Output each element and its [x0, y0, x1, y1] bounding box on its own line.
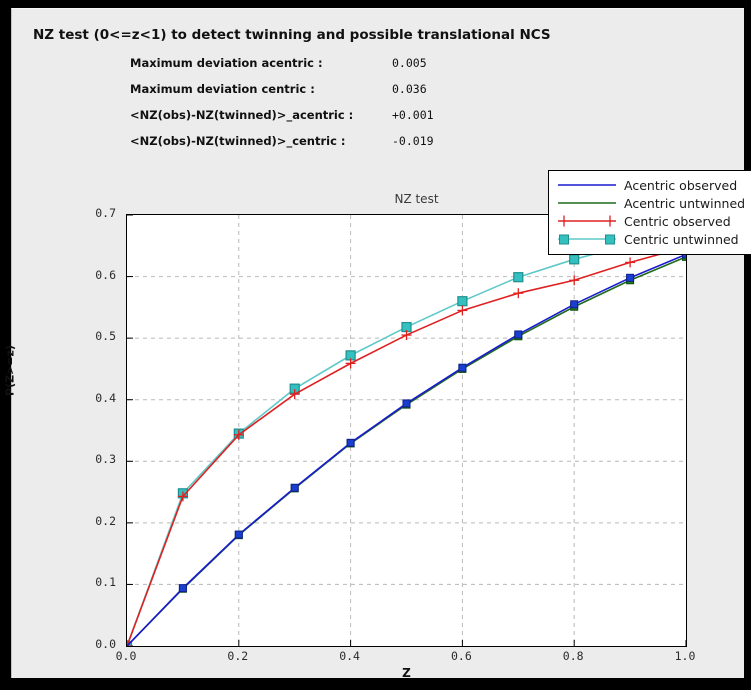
statistics-list: Maximum deviation acentric : 0.005 Maxim…	[130, 53, 530, 157]
stat-value: +0.001	[392, 108, 434, 122]
legend-label: Centric observed	[624, 213, 731, 229]
x-tick-label: 0.2	[227, 649, 249, 663]
y-tick-label: 0.5	[95, 329, 116, 344]
plot-area	[126, 214, 687, 647]
legend-label: Acentric untwinned	[624, 195, 746, 211]
stat-label: Maximum deviation acentric :	[130, 56, 323, 70]
x-tick-label: 0.8	[562, 649, 584, 663]
legend-item: Acentric observed	[556, 176, 745, 194]
stat-label: <NZ(obs)-NZ(twinned)>_centric :	[130, 134, 346, 148]
stat-value: 0.005	[392, 56, 427, 70]
stat-label: <NZ(obs)-NZ(twinned)>_acentric :	[130, 108, 354, 122]
x-axis-label: Z	[402, 666, 411, 680]
y-tick-label: 0.3	[95, 452, 116, 467]
page-title: NZ test (0<=z<1) to detect twinning and …	[33, 27, 551, 43]
legend-swatch-centric-observed	[556, 212, 618, 230]
x-tick-label: 0.6	[451, 649, 472, 663]
stat-row: Maximum deviation centric : 0.036	[130, 79, 530, 105]
x-tick-label: 0.4	[339, 649, 360, 663]
plot-canvas	[127, 215, 686, 646]
legend-label: Centric untwinned	[624, 231, 739, 247]
stat-label: Maximum deviation centric :	[130, 82, 315, 96]
y-tick-label: 0.6	[95, 267, 116, 282]
stat-row: <NZ(obs)-NZ(twinned)>_centric : -0.019	[130, 131, 530, 157]
stat-value: -0.019	[392, 134, 434, 148]
report-panel: NZ test (0<=z<1) to detect twinning and …	[4, 8, 751, 680]
legend-swatch-acentric-observed	[556, 176, 618, 194]
y-tick-label: 0.2	[95, 513, 116, 528]
stat-value: 0.036	[392, 82, 427, 96]
x-tick-label: 0.0	[115, 649, 137, 663]
legend-label: Acentric observed	[624, 177, 738, 193]
y-tick-label: 0.7	[95, 206, 116, 220]
legend-swatch-centric-untwinned	[556, 230, 618, 248]
y-tick-label: 0.4	[95, 390, 116, 405]
legend-item: Centric observed	[556, 212, 745, 230]
y-axis-label: P(Z>=z)	[3, 345, 17, 396]
legend-swatch-acentric-untwinned	[556, 194, 618, 212]
stat-row: Maximum deviation acentric : 0.005	[130, 53, 530, 79]
stat-row: <NZ(obs)-NZ(twinned)>_acentric : +0.001	[130, 105, 530, 131]
x-tick-label: 1.0	[674, 649, 696, 663]
legend-item: Acentric untwinned	[556, 194, 745, 212]
y-tick-label: 0.1	[95, 575, 116, 590]
nz-test-chart: NZ test P(Z>=z) Z 0.0 0.2 0.4 0.6 0.8 1.0 0.0…	[4, 179, 745, 680]
y-tick-label: 0.0	[95, 637, 116, 651]
chart-title: NZ test	[394, 192, 439, 206]
legend-item: Centric untwinned	[556, 230, 745, 248]
chart-legend: Acentric observed Acentric untwinned Cen…	[548, 170, 751, 255]
